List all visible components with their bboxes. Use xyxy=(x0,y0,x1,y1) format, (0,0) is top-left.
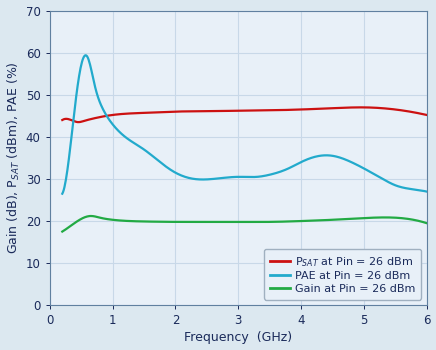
Y-axis label: Gain (dB), P$_{SAT}$ (dBm), PAE (%): Gain (dB), P$_{SAT}$ (dBm), PAE (%) xyxy=(6,62,22,254)
Legend: P$_{SAT}$ at Pin = 26 dBm, PAE at Pin = 26 dBm, Gain at Pin = 26 dBm: P$_{SAT}$ at Pin = 26 dBm, PAE at Pin = … xyxy=(264,249,421,300)
X-axis label: Frequency  (GHz): Frequency (GHz) xyxy=(184,331,292,344)
